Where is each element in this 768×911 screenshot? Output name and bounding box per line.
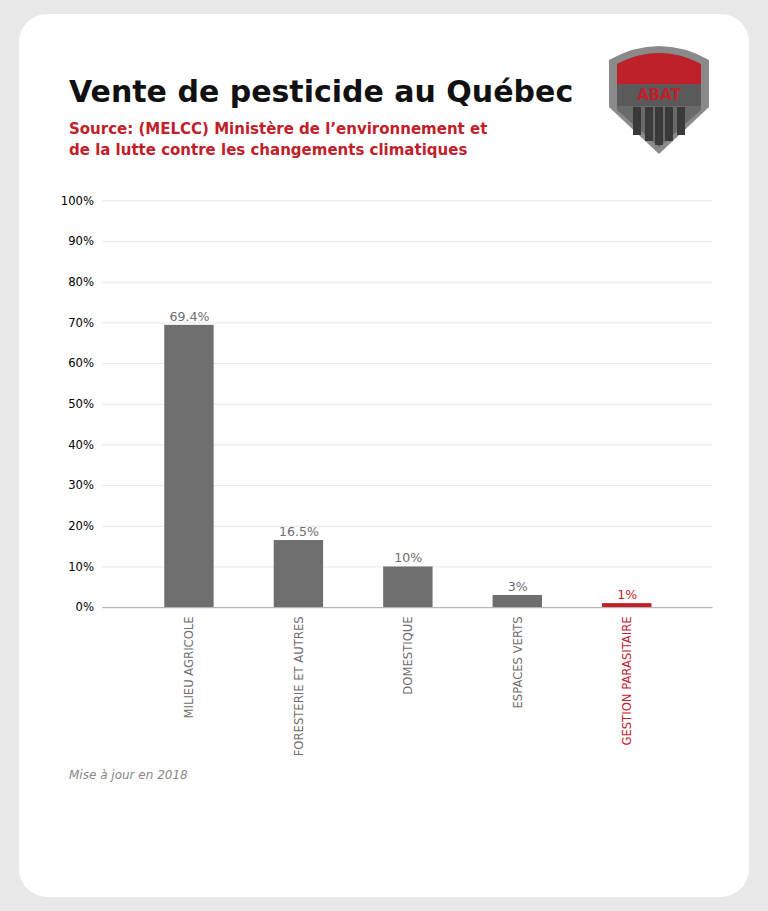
svg-text:FORESTERIE ET AUTRES: FORESTERIE ET AUTRES	[292, 616, 306, 756]
svg-text:1%: 1%	[617, 587, 637, 602]
svg-text:80%: 80%	[68, 275, 94, 289]
html-text:Mise à jour en 2018: Mise à jour en 2018	[69, 768, 188, 783]
svg-text:ABAT: ABAT	[637, 86, 681, 104]
svg-text:60%: 60%	[68, 356, 94, 370]
html-text:Vente de pesticide au Québec: Vente de pesticide au Québec	[69, 74, 574, 109]
svg-text:10%: 10%	[68, 560, 94, 574]
svg-text:30%: 30%	[68, 478, 94, 492]
svg-text:GESTION PARASITAIRE: GESTION PARASITAIRE	[620, 616, 634, 745]
svg-text:3%: 3%	[508, 579, 528, 594]
svg-text:DOMESTIQUE: DOMESTIQUE	[401, 616, 415, 694]
svg-text:90%: 90%	[68, 234, 94, 248]
svg-text:69.4%: 69.4%	[169, 309, 209, 324]
svg-text:16.5%: 16.5%	[279, 524, 319, 539]
svg-text:MILIEU AGRICOLE: MILIEU AGRICOLE	[182, 616, 196, 718]
svg-text:20%: 20%	[68, 519, 94, 533]
svg-text:100%: 100%	[61, 194, 94, 208]
svg-text:ESPACES VERTS: ESPACES VERTS	[511, 616, 525, 708]
svg-text:40%: 40%	[68, 438, 94, 452]
svg-text:0%: 0%	[76, 600, 94, 614]
svg-text:70%: 70%	[68, 316, 94, 330]
svg-text:10%: 10%	[394, 550, 422, 565]
html-text:Source: (MELCC) Ministère de l: Source: (MELCC) Ministère de l’environne…	[69, 120, 488, 159]
svg-text:50%: 50%	[68, 397, 94, 411]
